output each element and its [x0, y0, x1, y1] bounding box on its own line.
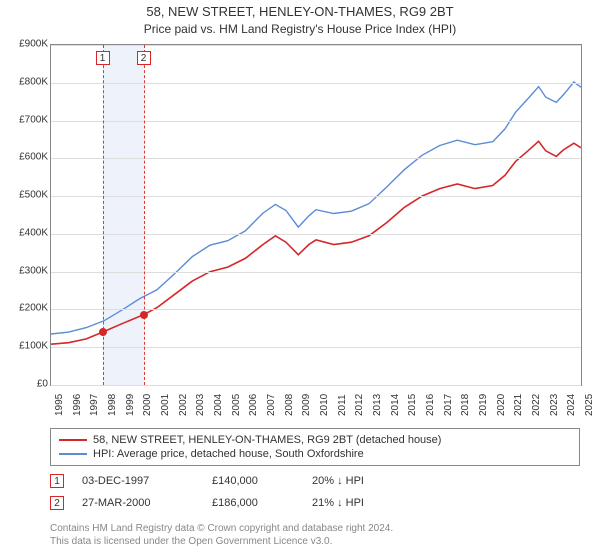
gridline-h [51, 309, 581, 310]
x-tick-label: 2018 [460, 394, 471, 416]
footer-line1: Contains HM Land Registry data © Crown c… [50, 523, 393, 534]
sale-vline [144, 45, 145, 385]
sale-price: £140,000 [212, 475, 312, 487]
gridline-h [51, 158, 581, 159]
y-tick-label: £300K [2, 265, 48, 276]
sale-marker-1: 1 [96, 51, 110, 65]
y-tick-label: £500K [2, 190, 48, 201]
y-tick-label: £900K [2, 39, 48, 50]
gridline-h [51, 385, 581, 386]
gridline-h [51, 121, 581, 122]
y-tick-label: £700K [2, 114, 48, 125]
y-tick-label: £800K [2, 76, 48, 87]
chart-container: 58, NEW STREET, HENLEY-ON-THAMES, RG9 2B… [0, 0, 600, 560]
x-tick-label: 2019 [478, 394, 489, 416]
x-tick-label: 2022 [531, 394, 542, 416]
x-tick-label: 2001 [160, 394, 171, 416]
sale-date: 27-MAR-2000 [82, 497, 212, 509]
x-tick-label: 2024 [566, 394, 577, 416]
x-tick-label: 2004 [213, 394, 224, 416]
gridline-h [51, 234, 581, 235]
gridline-h [51, 272, 581, 273]
sale-dot [140, 311, 148, 319]
legend: 58, NEW STREET, HENLEY-ON-THAMES, RG9 2B… [50, 428, 580, 466]
sale-date: 03-DEC-1997 [82, 475, 212, 487]
x-tick-label: 2021 [513, 394, 524, 416]
sale-marker-2: 2 [137, 51, 151, 65]
legend-row: HPI: Average price, detached house, Sout… [59, 447, 571, 461]
x-tick-label: 2015 [407, 394, 418, 416]
x-tick-label: 2014 [390, 394, 401, 416]
sale-marker-box: 1 [50, 474, 64, 488]
x-tick-label: 2016 [425, 394, 436, 416]
x-tick-label: 2010 [319, 394, 330, 416]
series-line-price_paid [51, 141, 581, 344]
x-tick-label: 2009 [301, 394, 312, 416]
legend-swatch [59, 439, 87, 441]
y-tick-label: £100K [2, 341, 48, 352]
y-tick-label: £0 [2, 379, 48, 390]
sale-marker-box: 2 [50, 496, 64, 510]
sale-row: 1 03-DEC-1997 £140,000 20% ↓ HPI [50, 474, 580, 488]
legend-swatch [59, 453, 87, 455]
y-tick-label: £400K [2, 227, 48, 238]
footer-attribution: Contains HM Land Registry data © Crown c… [50, 522, 580, 548]
x-tick-label: 2017 [443, 394, 454, 416]
legend-row: 58, NEW STREET, HENLEY-ON-THAMES, RG9 2B… [59, 433, 571, 447]
x-tick-label: 2013 [372, 394, 383, 416]
x-tick-label: 2006 [248, 394, 259, 416]
sale-delta: 20% ↓ HPI [312, 475, 452, 487]
x-tick-label: 1996 [72, 394, 83, 416]
footer-line2: This data is licensed under the Open Gov… [50, 536, 332, 547]
x-tick-label: 2025 [584, 394, 595, 416]
legend-label: HPI: Average price, detached house, Sout… [93, 448, 364, 460]
sale-row: 2 27-MAR-2000 £186,000 21% ↓ HPI [50, 496, 580, 510]
sale-dot [99, 328, 107, 336]
x-tick-label: 2003 [195, 394, 206, 416]
x-tick-label: 2002 [178, 394, 189, 416]
plot-area: 12 [50, 44, 582, 386]
gridline-h [51, 83, 581, 84]
x-tick-label: 2007 [266, 394, 277, 416]
gridline-h [51, 347, 581, 348]
legend-label: 58, NEW STREET, HENLEY-ON-THAMES, RG9 2B… [93, 434, 441, 446]
chart-subtitle: Price paid vs. HM Land Registry's House … [0, 22, 600, 36]
x-tick-label: 1995 [54, 394, 65, 416]
gridline-h [51, 45, 581, 46]
chart-title-address: 58, NEW STREET, HENLEY-ON-THAMES, RG9 2B… [0, 4, 600, 19]
y-tick-label: £200K [2, 303, 48, 314]
gridline-h [51, 196, 581, 197]
x-tick-label: 2005 [231, 394, 242, 416]
x-tick-label: 2023 [549, 394, 560, 416]
x-tick-label: 2008 [284, 394, 295, 416]
chart-lines [51, 45, 581, 385]
y-tick-label: £600K [2, 152, 48, 163]
x-tick-label: 1998 [107, 394, 118, 416]
sale-price: £186,000 [212, 497, 312, 509]
x-tick-label: 2000 [142, 394, 153, 416]
x-tick-label: 2020 [496, 394, 507, 416]
x-tick-label: 1997 [89, 394, 100, 416]
x-tick-label: 1999 [125, 394, 136, 416]
x-tick-label: 2012 [354, 394, 365, 416]
x-tick-label: 2011 [337, 394, 348, 416]
sale-delta: 21% ↓ HPI [312, 497, 452, 509]
